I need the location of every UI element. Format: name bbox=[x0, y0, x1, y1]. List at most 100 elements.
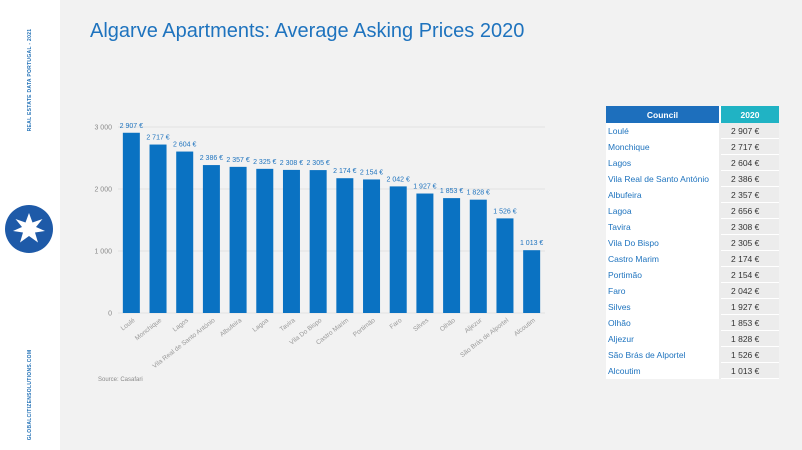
data-label: 1 927 € bbox=[413, 184, 436, 191]
y-tick-label: 3 000 bbox=[94, 125, 112, 132]
table-row: Albufeira 2 357 € bbox=[606, 186, 779, 203]
table-row: Aljezur 1 828 € bbox=[606, 330, 779, 347]
data-label: 2 604 € bbox=[173, 142, 196, 149]
x-tick-label: Alcoutim bbox=[513, 317, 537, 338]
x-tick-label: Lagoa bbox=[251, 317, 270, 334]
council-cell: Olhão bbox=[606, 314, 721, 331]
bar bbox=[523, 250, 541, 313]
price-cell: 2 386 € bbox=[720, 170, 779, 187]
x-tick-label: Aljezur bbox=[464, 317, 485, 335]
bar bbox=[443, 198, 461, 313]
data-label: 1 013 € bbox=[520, 240, 543, 247]
table-row: São Brás de Alportel 1 526 € bbox=[606, 346, 779, 363]
page-title: Algarve Apartments: Average Asking Price… bbox=[90, 20, 525, 42]
price-cell: 2 717 € bbox=[720, 138, 779, 155]
x-tick-label: Lagos bbox=[172, 317, 191, 334]
council-cell: Vila Real de Santo António bbox=[606, 170, 721, 187]
data-label: 2 305 € bbox=[306, 160, 329, 167]
price-cell: 1 526 € bbox=[720, 346, 779, 363]
data-label: 2 386 € bbox=[200, 155, 223, 162]
bar bbox=[149, 144, 167, 313]
data-label: 2 907 € bbox=[120, 123, 143, 130]
bar-chart: 0 1 000 2 000 3 000 2 907 € Loulé 2 717 € Monch… bbox=[94, 123, 545, 370]
price-cell: 2 174 € bbox=[720, 250, 779, 267]
data-label: 2 717 € bbox=[146, 135, 169, 142]
bar bbox=[389, 186, 407, 313]
council-cell: São Brás de Alportel bbox=[606, 346, 721, 363]
bar bbox=[336, 178, 354, 313]
table-row: Loulé 2 907 € bbox=[606, 123, 779, 139]
price-cell: 1 828 € bbox=[720, 330, 779, 347]
table-row: Lagos 2 604 € bbox=[606, 154, 779, 171]
council-cell: Vila Do Bispo bbox=[606, 234, 721, 251]
price-cell: 1 013 € bbox=[720, 362, 779, 379]
bar bbox=[309, 170, 327, 313]
price-cell: 1 853 € bbox=[720, 314, 779, 331]
data-label: 2 174 € bbox=[333, 168, 356, 175]
x-tick-label: Silves bbox=[412, 317, 431, 334]
price-cell: 1 927 € bbox=[720, 298, 779, 315]
table-row: Olhão 1 853 € bbox=[606, 314, 779, 331]
source-note: Source: Casafari bbox=[98, 377, 143, 383]
sidebar: REAL ESTATE DATA PORTUGAL - 2021 GLOBALC… bbox=[0, 0, 60, 450]
x-tick-label: Monchique bbox=[134, 317, 164, 342]
price-cell: 2 154 € bbox=[720, 266, 779, 283]
council-cell: Lagos bbox=[606, 154, 721, 171]
bar bbox=[229, 166, 247, 313]
bar bbox=[363, 179, 381, 313]
data-label: 2 154 € bbox=[360, 169, 383, 176]
council-cell: Albufeira bbox=[606, 186, 721, 203]
y-tick-label: 0 bbox=[108, 311, 112, 318]
x-tick-label: Portimão bbox=[352, 317, 377, 339]
table-row: Portimão 2 154 € bbox=[606, 266, 779, 283]
council-cell: Loulé bbox=[606, 123, 721, 139]
x-tick-label: Faro bbox=[389, 317, 404, 331]
x-tick-label: Tavira bbox=[279, 317, 297, 333]
table-row: Silves 1 927 € bbox=[606, 298, 779, 315]
council-cell: Lagoa bbox=[606, 202, 721, 219]
bar bbox=[282, 169, 300, 313]
council-cell: Alcoutim bbox=[606, 362, 721, 379]
council-column-header: Council bbox=[606, 106, 721, 123]
bar bbox=[122, 132, 140, 313]
council-cell: Faro bbox=[606, 282, 721, 299]
table-row: Tavira 2 308 € bbox=[606, 218, 779, 235]
x-tick-label: São Brás de Alportel bbox=[459, 317, 510, 359]
x-tick-label: Olhão bbox=[439, 317, 457, 333]
y-tick-label: 1 000 bbox=[94, 249, 112, 256]
bar bbox=[256, 168, 274, 313]
price-cell: 2 656 € bbox=[720, 202, 779, 219]
price-cell: 2 305 € bbox=[720, 234, 779, 251]
table-row: Faro 2 042 € bbox=[606, 282, 779, 299]
council-cell: Castro Marim bbox=[606, 250, 721, 267]
prices-table: Council 2020 Loulé 2 907 € Monchique 2 717 … bbox=[606, 106, 779, 379]
table-row: Monchique 2 717 € bbox=[606, 138, 779, 155]
price-cell: 2 308 € bbox=[720, 218, 779, 235]
council-cell: Aljezur bbox=[606, 330, 721, 347]
year-column-header: 2020 bbox=[720, 106, 779, 123]
bar bbox=[416, 193, 434, 313]
table-row: Castro Marim 2 174 € bbox=[606, 250, 779, 267]
table-row: Vila Real de Santo António 2 386 € bbox=[606, 170, 779, 187]
bar bbox=[496, 218, 514, 313]
data-label: 1 828 € bbox=[467, 190, 490, 197]
data-label: 2 357 € bbox=[226, 157, 249, 164]
council-cell: Portimão bbox=[606, 266, 721, 283]
bar bbox=[176, 151, 194, 313]
table-row: Lagoa 2 656 € bbox=[606, 202, 779, 219]
table-row: Alcoutim 1 013 € bbox=[606, 362, 779, 379]
data-label: 1 853 € bbox=[440, 188, 463, 195]
price-cell: 2 907 € bbox=[720, 123, 779, 139]
price-cell: 2 604 € bbox=[720, 154, 779, 171]
logo-star-icon bbox=[5, 205, 53, 253]
data-label: 1 526 € bbox=[493, 208, 516, 215]
x-tick-label: Loulé bbox=[120, 317, 137, 333]
price-cell: 2 357 € bbox=[720, 186, 779, 203]
council-cell: Tavira bbox=[606, 218, 721, 235]
bar bbox=[202, 165, 220, 313]
price-cell: 2 042 € bbox=[720, 282, 779, 299]
bar bbox=[469, 199, 487, 313]
x-tick-label: Albufeira bbox=[219, 317, 244, 339]
table-header-row: Council 2020 bbox=[606, 106, 779, 123]
table-row: Vila Do Bispo 2 305 € bbox=[606, 234, 779, 251]
